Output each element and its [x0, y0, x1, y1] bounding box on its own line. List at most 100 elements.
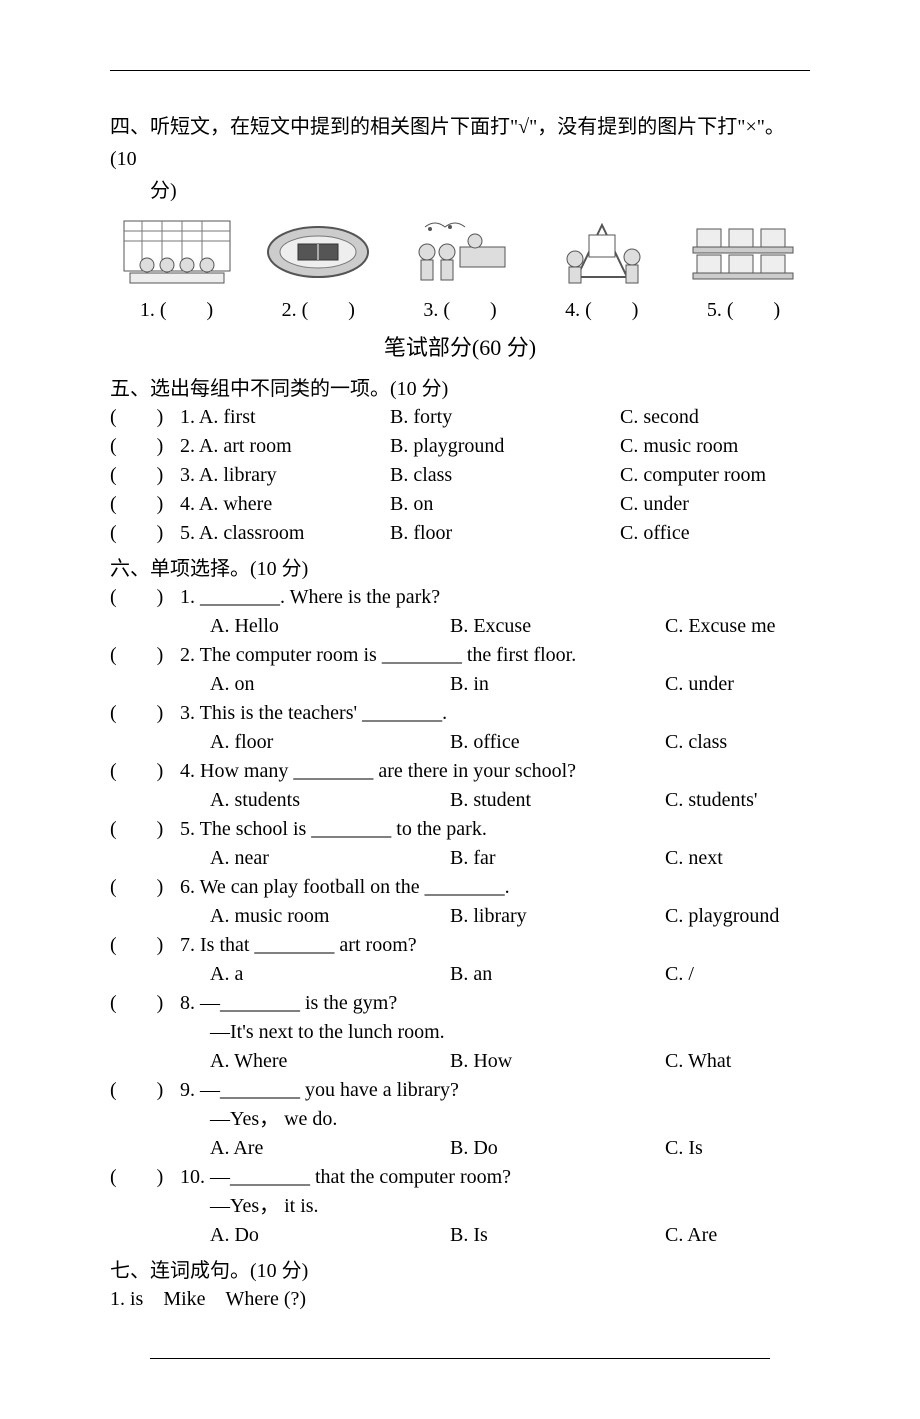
option-a: A. Hello	[210, 612, 450, 641]
question-stem-line: ( )7. Is that ________ art room?	[110, 931, 810, 960]
page: 四、听短文，在短文中提到的相关图片下面打"√"，没有提到的图片下打"×"。(10…	[0, 0, 920, 1419]
opt-b: B. class	[390, 461, 620, 490]
opt-c: C. under	[620, 490, 810, 519]
option-row: A. music roomB. libraryC. playground	[110, 902, 810, 931]
option-b: B. far	[450, 844, 665, 873]
section4-image-row: 1. ( ) 2. ( ) 3. (	[110, 217, 810, 322]
option-row: A. DoB. IsC. Are	[110, 1221, 810, 1250]
section5-row: ( )3. A. library B. class C. computer ro…	[110, 461, 810, 490]
question-stem-line: ( )6. We can play football on the ______…	[110, 873, 810, 902]
section5-row: ( )1. A. first B. forty C. second	[110, 403, 810, 432]
library-scene-icon	[122, 217, 232, 287]
paren: ( )	[110, 641, 180, 670]
option-c: C. Excuse me	[665, 612, 810, 641]
paren: ( )	[110, 432, 180, 461]
section4-caption-4: 4. ( )	[535, 293, 668, 322]
option-row: A. floorB. officeC. class	[110, 728, 810, 757]
opt-a: 5. A. classroom	[180, 522, 304, 544]
question-stem-line: ( )5. The school is ________ to the park…	[110, 815, 810, 844]
question-stem-line2: —Yes， it is.	[110, 1192, 810, 1221]
option-b: B. office	[450, 728, 665, 757]
question-stem-line: ( )1. ________. Where is the park?	[110, 583, 810, 612]
paren: ( )	[110, 873, 180, 902]
option-b: B. an	[450, 960, 665, 989]
option-b: B. Do	[450, 1134, 665, 1163]
option-a: A. floor	[210, 728, 450, 757]
option-c: C. class	[665, 728, 810, 757]
option-row: A. onB. inC. under	[110, 670, 810, 699]
option-a: A. Are	[210, 1134, 450, 1163]
section5-row: ( )4. A. where B. on C. under	[110, 490, 810, 519]
opt-b: B. on	[390, 490, 620, 519]
opt-b: B. playground	[390, 432, 620, 461]
opt-b: B. floor	[390, 519, 620, 548]
question-stem: 10. —________ that the computer room?	[180, 1163, 511, 1192]
option-b: B. in	[450, 670, 665, 699]
question-stem: 3. This is the teachers' ________.	[180, 699, 447, 728]
section5-grid: ( )1. A. first B. forty C. second ( )2. …	[110, 403, 810, 548]
section4-item-1: 1. ( )	[110, 217, 243, 322]
option-row: A. studentsB. studentC. students'	[110, 786, 810, 815]
paren: ( )	[110, 699, 180, 728]
paren: ( )	[110, 757, 180, 786]
section4-caption-5: 5. ( )	[677, 293, 810, 322]
paren: ( )	[110, 461, 180, 490]
option-a: A. Where	[210, 1047, 450, 1076]
opt-c: C. office	[620, 519, 810, 548]
question-stem: 5. The school is ________ to the park.	[180, 815, 487, 844]
option-a: A. students	[210, 786, 450, 815]
option-c: C. Are	[665, 1221, 810, 1250]
opt-a: 1. A. first	[180, 406, 256, 428]
paren: ( )	[110, 490, 180, 519]
section4-title-line2: 分)	[110, 175, 810, 207]
question-stem-line: ( )9. —________ you have a library?	[110, 1076, 810, 1105]
option-row: A. aB. anC. /	[110, 960, 810, 989]
section7-title: 七、连词成句。(10 分)	[110, 1254, 810, 1283]
option-b: B. How	[450, 1047, 665, 1076]
music-class-icon	[405, 217, 515, 287]
question-stem: 2. The computer room is ________ the fir…	[180, 641, 576, 670]
paren: ( )	[110, 403, 180, 432]
paren: ( )	[110, 519, 180, 548]
option-b: B. student	[450, 786, 665, 815]
section5-row: ( )5. A. classroom B. floor C. office	[110, 519, 810, 548]
answer-line	[150, 1338, 770, 1359]
option-c: C. Is	[665, 1134, 810, 1163]
question-stem-line2: —It's next to the lunch room.	[110, 1018, 810, 1047]
paren: ( )	[110, 1076, 180, 1105]
question-stem: 7. Is that ________ art room?	[180, 931, 417, 960]
playground-track-icon	[263, 217, 373, 287]
option-c: C. students'	[665, 786, 810, 815]
section4-caption-3: 3. ( )	[394, 293, 527, 322]
option-c: C. /	[665, 960, 810, 989]
written-section-title: 笔试部分(60 分)	[110, 330, 810, 362]
option-a: A. a	[210, 960, 450, 989]
option-a: A. music room	[210, 902, 450, 931]
section5-row: ( )2. A. art room B. playground C. music…	[110, 432, 810, 461]
question-stem: 1. ________. Where is the park?	[180, 583, 440, 612]
option-row: A. WhereB. HowC. What	[110, 1047, 810, 1076]
option-b: B. Excuse	[450, 612, 665, 641]
opt-b: B. forty	[390, 403, 620, 432]
art-room-icon	[547, 217, 657, 287]
option-row: A. HelloB. ExcuseC. Excuse me	[110, 612, 810, 641]
section4-caption-1: 1. ( )	[110, 293, 243, 322]
opt-c: C. second	[620, 403, 810, 432]
opt-a: 3. A. library	[180, 464, 277, 486]
option-row: A. nearB. farC. next	[110, 844, 810, 873]
option-c: C. What	[665, 1047, 810, 1076]
paren: ( )	[110, 1163, 180, 1192]
paren: ( )	[110, 989, 180, 1018]
option-row: A. AreB. DoC. Is	[110, 1134, 810, 1163]
opt-a: 2. A. art room	[180, 435, 292, 457]
option-b: B. Is	[450, 1221, 665, 1250]
paren: ( )	[110, 583, 180, 612]
option-a: A. on	[210, 670, 450, 699]
question-stem-line2: —Yes， we do.	[110, 1105, 810, 1134]
section5-title: 五、选出每组中不同类的一项。(10 分)	[110, 372, 810, 401]
question-stem: 9. —________ you have a library?	[180, 1076, 459, 1105]
question-stem-line: ( )3. This is the teachers' ________.	[110, 699, 810, 728]
paren: ( )	[110, 931, 180, 960]
option-a: A. near	[210, 844, 450, 873]
section4-item-4: 4. ( )	[535, 217, 668, 322]
